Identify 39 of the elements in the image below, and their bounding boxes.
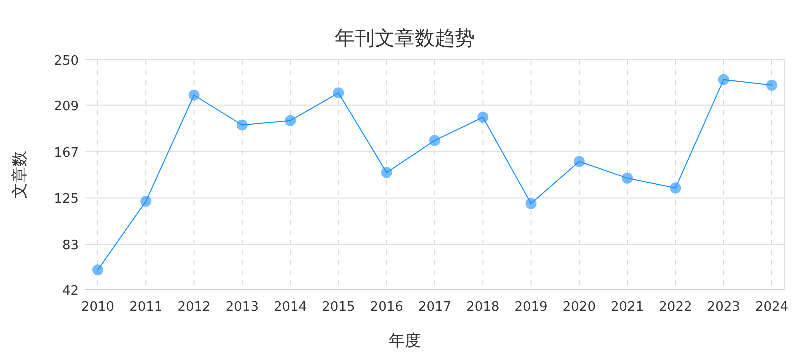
x-tick-label: 2023 [707,300,740,315]
point [188,90,200,101]
x-tick-label: 2011 [130,300,163,315]
x-tick-label: 2013 [226,300,259,315]
x-tick-label: 2024 [755,300,789,315]
x-tick-label: 2012 [178,300,211,315]
y-tick-label: 209 [54,99,79,114]
point [285,115,296,126]
y-tick-label: 167 [54,146,79,161]
x-axis-title: 年度 [389,331,421,350]
y-axis-title: 文章数 [10,151,29,199]
point [766,80,778,91]
point [574,156,585,168]
point [430,135,440,146]
y-tick-label: 83 [62,238,79,254]
x-tick-label: 2022 [659,300,692,315]
point [140,196,152,208]
point [526,198,537,210]
x-tick-label: 2010 [81,300,115,315]
point [478,112,489,123]
chart-title: 年刊文章数趋势 [335,26,475,50]
point [236,120,248,131]
point [718,74,730,86]
x-tick-label: 2021 [611,300,644,315]
point [333,88,344,99]
y-tick-label: 42 [62,284,79,299]
y-tick-label: 250 [54,54,79,69]
y-tick-label: 125 [54,192,79,208]
x-tick-label: 2019 [514,300,548,315]
x-tick-label: 2015 [322,300,356,315]
x-tick-label: 2020 [562,300,596,315]
x-tick-label: 2014 [274,300,308,315]
point [92,264,104,276]
point [670,182,682,194]
point [622,172,634,184]
x-tick-label: 2016 [370,300,404,315]
x-tick-label: 2017 [418,300,452,315]
point [381,167,392,178]
x-tick-label: 2018 [466,300,500,315]
